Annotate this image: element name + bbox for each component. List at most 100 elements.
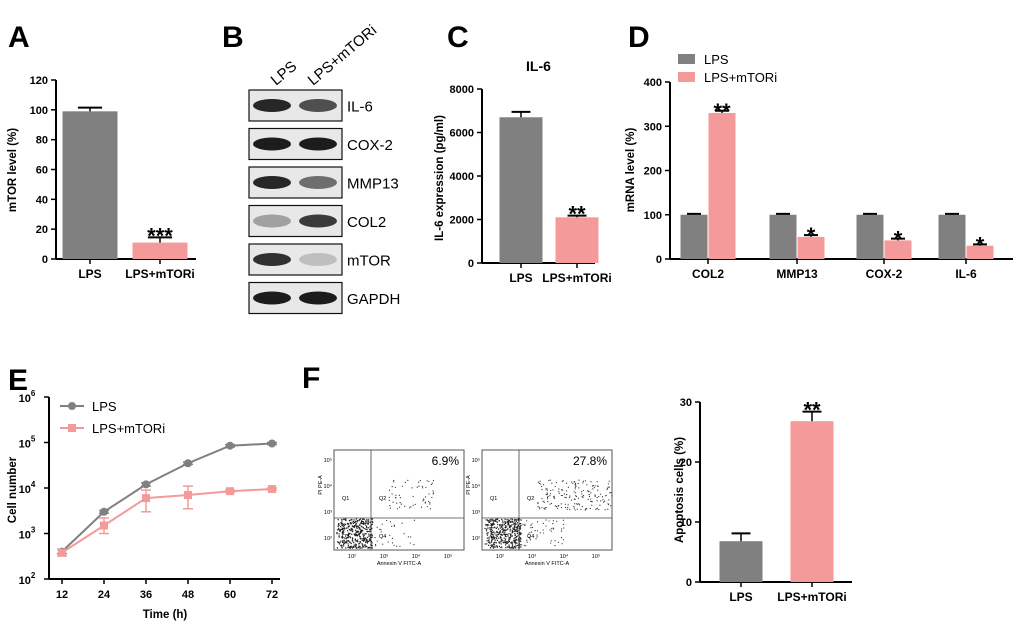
flow-event-dot: [337, 541, 340, 544]
flow-event-dot: [497, 523, 499, 526]
flow-event-dot: [502, 520, 504, 522]
flow-event-dot: [354, 545, 357, 548]
flow-event-dot: [393, 481, 395, 483]
flow-event-dot: [363, 538, 366, 540]
a-significance: ***: [147, 223, 173, 248]
flow-event-dot: [511, 529, 513, 531]
flow-plot-frame: [481, 449, 613, 551]
flow-event-dot: [550, 489, 552, 492]
flow-event-dot: [393, 524, 395, 526]
flow-event-dot: [410, 536, 412, 538]
flow-event-dot: [350, 529, 352, 532]
flow-event-dot: [491, 518, 493, 521]
flow-event-dot: [352, 530, 354, 532]
e-point-LPS+mTORi: [226, 487, 234, 496]
flow-event-dot: [336, 532, 338, 535]
flow-event-dot: [499, 530, 502, 532]
flow-event-dot: [591, 504, 593, 506]
flow-event-dot: [346, 536, 348, 539]
flow-y-tick-label: 10⁴: [472, 483, 481, 490]
flow-event-dot: [498, 533, 500, 536]
f-y-tick-label: 30: [680, 397, 692, 409]
flow-event-dot: [344, 518, 347, 520]
flow-x-tick-label: 10²: [348, 554, 356, 560]
flow-event-dot: [595, 508, 597, 510]
flow-event-dot: [496, 518, 499, 520]
flow-event-dot: [576, 508, 578, 510]
e-series-line-LPS+mTORi: [61, 488, 273, 554]
blot-band: [299, 291, 337, 305]
flow-event-dot: [552, 520, 554, 522]
flow-event-dot: [505, 529, 508, 531]
c-y-tick-label: 0: [468, 258, 474, 270]
flow-event-dot: [490, 528, 492, 531]
flow-event-dot: [561, 489, 563, 491]
flow-event-dot: [574, 488, 576, 490]
flow-event-dot: [396, 508, 399, 510]
flow-event-dot: [517, 524, 520, 526]
flow-event-dot: [504, 534, 506, 536]
flow-event-dot: [430, 483, 432, 486]
flow-event-dot: [352, 538, 354, 540]
flow-event-dot: [361, 537, 363, 540]
flow-event-dot: [339, 526, 342, 528]
flow-event-dot: [608, 486, 610, 488]
flow-event-dot: [366, 536, 369, 539]
c-y-tick-label: 6000: [450, 128, 474, 140]
flow-event-dot: [516, 532, 519, 535]
flow-event-dot: [370, 547, 372, 549]
flow-event-dot: [606, 487, 609, 490]
flow-event-dot: [404, 481, 407, 484]
flow-event-dot: [558, 492, 560, 494]
flow-event-dot: [576, 503, 578, 505]
flow-event-dot: [366, 522, 368, 524]
flow-event-dot: [544, 507, 546, 509]
flow-event-dot: [353, 542, 355, 544]
flow-event-dot: [530, 531, 533, 533]
flow-event-dot: [339, 528, 342, 531]
d-legend-label: LPS: [704, 52, 729, 67]
flow-y-tick-label: 10²: [324, 536, 332, 542]
flow-event-dot: [545, 506, 547, 509]
flow-event-dot: [596, 508, 598, 510]
flow-event-dot: [536, 534, 538, 536]
e-x-label: Time (h): [143, 609, 188, 621]
flow-event-dot: [516, 522, 519, 524]
flow-event-dot: [361, 547, 363, 549]
flow-event-dot: [489, 547, 492, 549]
flow-event-dot: [360, 520, 363, 522]
flow-event-dot: [542, 484, 545, 486]
flow-event-dot: [398, 506, 401, 508]
flow-event-dot: [511, 535, 513, 537]
flow-event-dot: [519, 540, 522, 543]
e-legend-marker: [68, 402, 76, 410]
flow-event-dot: [341, 546, 343, 548]
flow-event-dot: [338, 533, 340, 535]
flow-event-dot: [517, 539, 519, 541]
flow-event-dot: [608, 480, 610, 482]
panel-label-b: B: [222, 21, 244, 54]
flow-event-dot: [502, 522, 504, 524]
e-point-LPS+mTORi: [100, 521, 108, 530]
flow-event-dot: [526, 539, 528, 541]
flow-event-dot: [338, 535, 340, 537]
blot-band: [253, 291, 291, 305]
flow-event-dot: [586, 484, 588, 486]
d-bar-MMP13-LPS: [769, 214, 797, 259]
flow-event-dot: [503, 533, 505, 535]
flow-event-dot: [549, 529, 551, 531]
mtor-level-chart: 0 20 40 60 80 100 120 LPS *** LPS+mTORi mTOR level…: [7, 75, 196, 281]
flow-event-dot: [537, 505, 539, 508]
flow-event-dot: [603, 501, 605, 503]
western-blot: LPS LPS+mTORi IL-6 COX-2 MMP13 COL2 mTOR GAPDH: [248, 22, 400, 315]
flow-event-dot: [490, 534, 492, 536]
e-legend-label: LPS+mTORi: [92, 421, 165, 436]
flow-event-dot: [425, 486, 427, 488]
flow-event-dot: [518, 537, 520, 540]
flow-event-dot: [541, 506, 543, 509]
flow-event-dot: [359, 523, 361, 526]
flow-event-dot: [349, 522, 352, 525]
flow-event-dot: [509, 534, 512, 536]
flow-event-dot: [364, 544, 367, 546]
flow-event-dot: [516, 528, 518, 531]
